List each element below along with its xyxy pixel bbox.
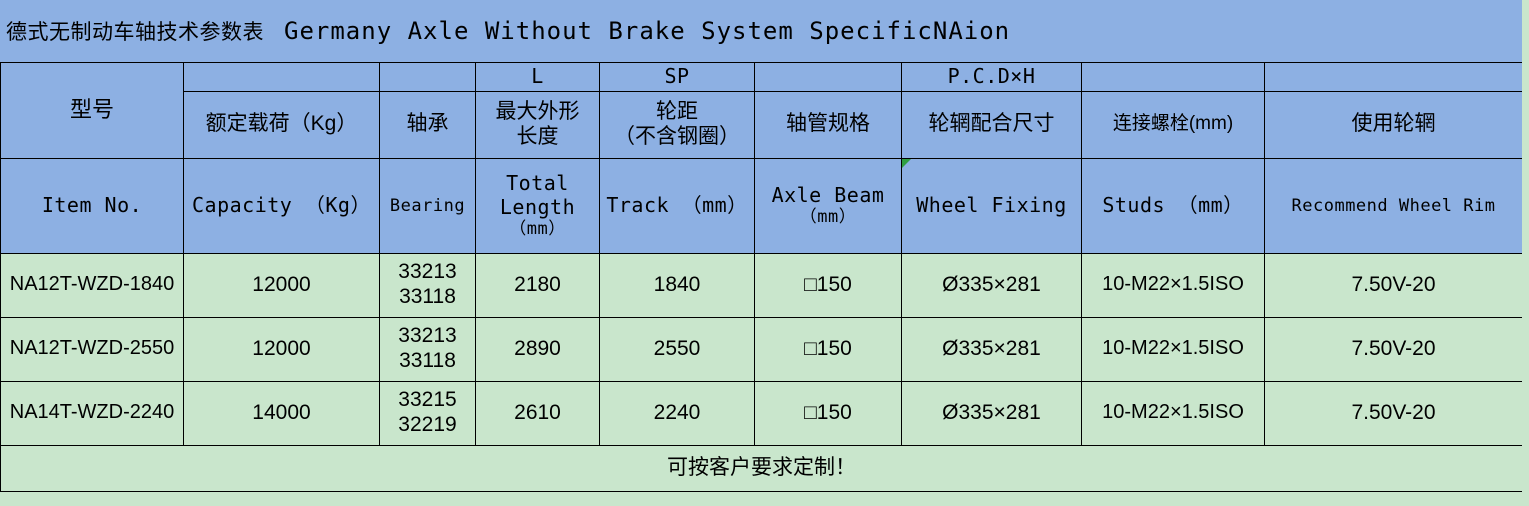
header-row-chinese: 额定载荷（Kg） 轴承 最大外形 长度 轮距 （不含钢圈） 轴管规格 轮辋配合尺… (1, 90, 1523, 159)
cell-total-length: 2890 (475, 316, 600, 382)
cell-rim: 7.50V-20 (1264, 316, 1523, 382)
table-row: NA12T-WZD-1840 12000 33213 33118 2180 18… (0, 252, 1523, 318)
axle-specification-table: 型号 L SP P.C.D×H 额定载荷（Kg） 轴承 最大外形 长度 (0, 62, 1523, 492)
header-wheel-fixing-symbol: P.C.D×H (901, 62, 1082, 92)
footer-note: 可按客户要求定制！ (0, 444, 1523, 492)
sheet-right-margin (1522, 0, 1529, 506)
cell-bearing: 33213 33118 (379, 252, 476, 318)
cell-track: 2240 (599, 380, 755, 446)
cell-wheel-fixing: Ø335×281 (901, 316, 1082, 382)
header-axle-beam-en-line2: （mm） (799, 207, 857, 228)
cell-bearing-line1: 33213 (398, 260, 457, 284)
cell-track: 1840 (599, 252, 755, 318)
cell-studs: 10-M22×1.5ISO (1081, 380, 1265, 446)
cell-item-no: NA12T-WZD-1840 (0, 252, 184, 318)
header-studs-cn: 连接螺栓(mm) (1081, 90, 1265, 159)
cell-wheel-fixing: Ø335×281 (901, 380, 1082, 446)
header-wheel-fixing-en-label: Wheel Fixing (916, 192, 1067, 217)
header-capacity-symbol (183, 62, 380, 92)
cell-bearing: 33213 33118 (379, 316, 476, 382)
cell-axle-beam: □150 (754, 380, 902, 446)
header-bearing-cn: 轴承 (379, 90, 476, 159)
cell-bearing-line2: 33118 (399, 285, 456, 309)
header-length-symbol: L (475, 62, 600, 92)
header-track-symbol: SP (599, 62, 755, 92)
cell-item-no: NA14T-WZD-2240 (0, 380, 184, 446)
cell-rim: 7.50V-20 (1264, 252, 1523, 318)
header-item-no-en: Item No. (0, 157, 184, 254)
cell-bearing-line2: 33118 (399, 349, 456, 373)
header-track-cn: 轮距 （不含钢圈） (599, 90, 755, 159)
header-wheel-fixing-cn: 轮辋配合尺寸 (901, 90, 1082, 159)
cell-bearing-line1: 33213 (398, 324, 457, 348)
page-title: 德式无制动车轴技术参数表 Germany Axle Without Brake S… (0, 16, 1010, 46)
header-track-cn-line2: （不含钢圈） (614, 124, 740, 148)
cell-item-no: NA12T-WZD-2550 (0, 316, 184, 382)
header-row-symbols: 型号 L SP P.C.D×H (0, 62, 1523, 159)
header-axle-beam-en-line1: Axle Beam (771, 182, 885, 207)
cell-capacity: 12000 (183, 316, 380, 382)
table-row: NA12T-WZD-2550 12000 33213 33118 2890 25… (0, 316, 1523, 382)
header-length-cn-line1: 最大外形 (495, 99, 580, 123)
cell-total-length: 2610 (475, 380, 600, 446)
header-rim-cn: 使用轮辋 (1264, 90, 1523, 159)
header-length-en-line2: Length (499, 194, 576, 219)
header-track-cn-line1: 轮距 (656, 99, 698, 123)
cell-wheel-fixing: Ø335×281 (901, 252, 1082, 318)
cell-rim: 7.50V-20 (1264, 380, 1523, 446)
cell-studs: 10-M22×1.5ISO (1081, 252, 1265, 318)
header-rim-en: Recommend Wheel Rim (1264, 157, 1523, 254)
header-axle-beam-symbol (754, 62, 902, 92)
cell-capacity: 14000 (183, 380, 380, 446)
cell-axle-beam: □150 (754, 316, 902, 382)
cell-capacity: 12000 (183, 252, 380, 318)
header-wheel-fixing-en: Wheel Fixing (901, 157, 1082, 254)
cell-track: 2550 (599, 316, 755, 382)
table-title-band: 德式无制动车轴技术参数表 Germany Axle Without Brake S… (0, 0, 1522, 62)
header-length-cn-line2: 长度 (516, 124, 559, 148)
header-axle-beam-cn: 轴管规格 (754, 90, 902, 159)
cell-bearing-line1: 33215 (398, 388, 457, 412)
page-title-english: Germany Axle Without Brake System Specif… (284, 17, 1011, 45)
comment-marker-icon (902, 158, 911, 168)
cell-bearing-line2: 32219 (398, 413, 457, 437)
cell-total-length: 2180 (475, 252, 600, 318)
header-bearing-en: Bearing (379, 157, 476, 254)
header-length-en-line3: （mm） (509, 219, 566, 240)
header-capacity-cn: 额定载荷（Kg） (183, 90, 380, 159)
header-track-en: Track （mm） (599, 157, 755, 254)
header-length-en-line1: Total (506, 170, 569, 195)
header-axle-beam-en: Axle Beam （mm） (754, 157, 902, 254)
header-capacity-en: Capacity （Kg） (183, 157, 380, 254)
page-title-chinese: 德式无制动车轴技术参数表 (6, 21, 264, 44)
header-rim-symbol (1264, 62, 1523, 92)
table-row: NA14T-WZD-2240 14000 33215 32219 2610 22… (0, 380, 1523, 446)
header-length-en: Total Length （mm） (475, 157, 600, 254)
header-studs-symbol (1081, 62, 1265, 92)
cell-axle-beam: □150 (754, 252, 902, 318)
header-row-english: Item No. Capacity （Kg） Bearing Total Len… (0, 157, 1523, 254)
header-length-cn: 最大外形 长度 (475, 90, 600, 159)
footer-row: 可按客户要求定制！ (0, 444, 1523, 492)
header-model: 型号 (0, 62, 184, 159)
header-studs-en: Studs （mm） (1081, 157, 1265, 254)
cell-studs: 10-M22×1.5ISO (1081, 316, 1265, 382)
cell-bearing: 33215 32219 (379, 380, 476, 446)
header-bearing-symbol (379, 62, 476, 92)
